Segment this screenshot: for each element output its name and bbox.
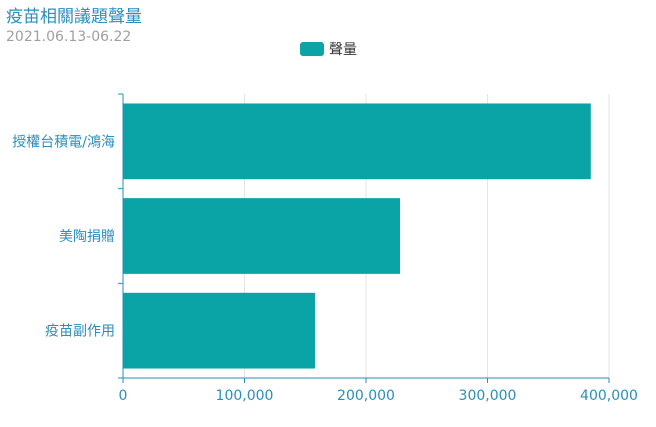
chart-title: 疫苗相關議題聲量	[6, 7, 142, 27]
bar[interactable]	[123, 292, 315, 369]
y-tick-label: 疫苗副作用	[45, 324, 115, 340]
legend-label: 聲量	[329, 42, 357, 58]
bar[interactable]	[123, 103, 591, 180]
y-tick-label: 授權台積電/鴻海	[12, 134, 115, 150]
x-tick-label: 300,000	[459, 388, 517, 404]
legend-swatch-icon	[300, 42, 324, 56]
legend-item[interactable]: 聲量	[300, 39, 357, 59]
y-tick-label: 美陶捐贈	[59, 229, 115, 245]
chart-subtitle: 2021.06.13-06.22	[6, 29, 132, 45]
bar[interactable]	[123, 198, 401, 274]
x-tick-label: 100,000	[216, 388, 274, 404]
x-tick-label: 0	[119, 388, 128, 404]
x-tick-label: 400,000	[580, 388, 638, 404]
x-tick-label: 200,000	[337, 388, 395, 404]
